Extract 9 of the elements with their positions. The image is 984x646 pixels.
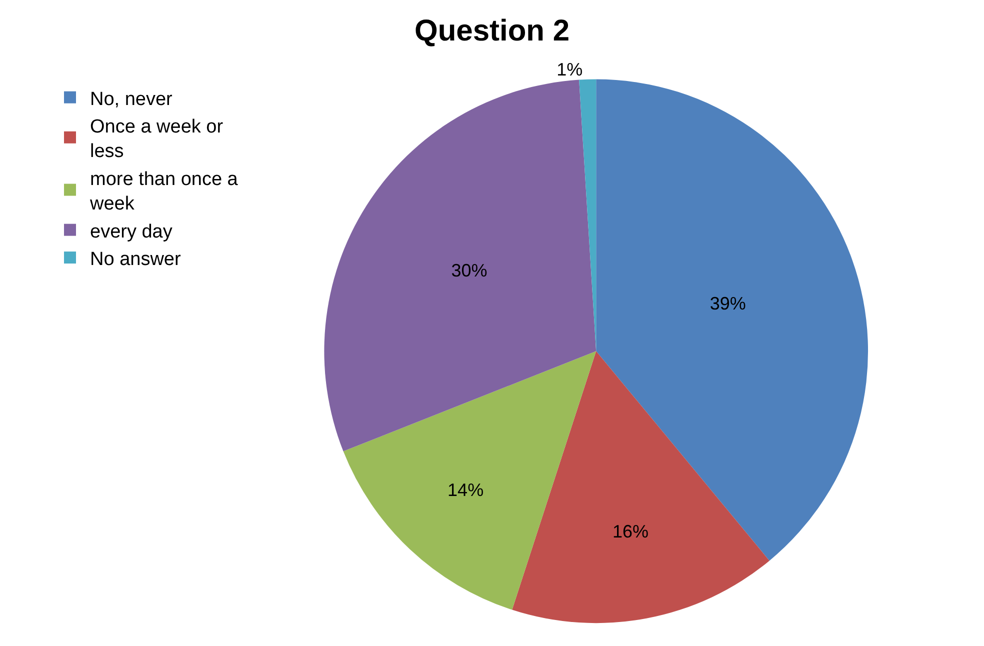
legend-label: every day	[90, 221, 173, 242]
data-label: 39%	[710, 294, 746, 314]
legend-label: No, never	[90, 88, 174, 110]
data-label: 14%	[448, 480, 484, 500]
legend-label: No answer	[90, 248, 182, 270]
data-label: 16%	[612, 521, 649, 542]
data-label: 1%	[556, 59, 583, 80]
chart-title: Question 2	[414, 14, 570, 48]
data-label: 30%	[451, 260, 488, 281]
